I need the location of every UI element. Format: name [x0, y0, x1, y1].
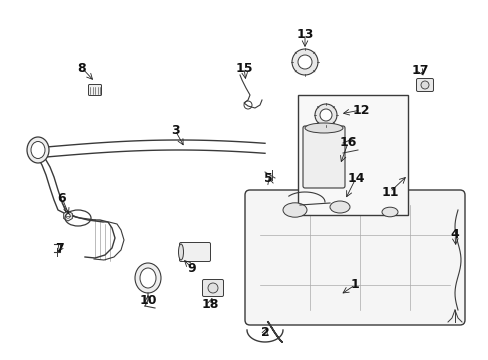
- Circle shape: [319, 109, 331, 121]
- Ellipse shape: [31, 141, 45, 158]
- Text: 10: 10: [139, 293, 157, 306]
- Circle shape: [420, 81, 428, 89]
- Circle shape: [207, 283, 218, 293]
- Text: 1: 1: [350, 279, 359, 292]
- Circle shape: [297, 55, 311, 69]
- Ellipse shape: [305, 123, 342, 133]
- Circle shape: [65, 214, 70, 218]
- Text: 13: 13: [296, 28, 313, 41]
- FancyBboxPatch shape: [303, 126, 345, 188]
- Ellipse shape: [178, 244, 183, 260]
- FancyBboxPatch shape: [88, 85, 102, 95]
- Circle shape: [291, 49, 317, 75]
- Text: 5: 5: [263, 171, 272, 184]
- Text: 7: 7: [56, 242, 64, 255]
- Text: 9: 9: [187, 261, 196, 274]
- Text: 18: 18: [201, 298, 218, 311]
- Text: 3: 3: [170, 123, 179, 136]
- FancyBboxPatch shape: [202, 279, 223, 297]
- Text: 14: 14: [346, 171, 364, 184]
- FancyBboxPatch shape: [244, 190, 464, 325]
- FancyBboxPatch shape: [179, 243, 210, 261]
- Text: 8: 8: [78, 62, 86, 75]
- Text: 11: 11: [381, 185, 398, 198]
- Text: 2: 2: [260, 327, 269, 339]
- Polygon shape: [63, 211, 72, 221]
- Text: 12: 12: [351, 104, 369, 117]
- Text: 4: 4: [450, 229, 458, 242]
- Ellipse shape: [381, 207, 397, 217]
- Text: 15: 15: [235, 62, 252, 75]
- Ellipse shape: [329, 201, 349, 213]
- Text: 16: 16: [339, 136, 356, 149]
- Circle shape: [314, 104, 336, 126]
- FancyBboxPatch shape: [416, 78, 433, 91]
- Ellipse shape: [140, 268, 156, 288]
- Text: 6: 6: [58, 192, 66, 204]
- Ellipse shape: [135, 263, 161, 293]
- Bar: [297, 95, 407, 215]
- Ellipse shape: [283, 203, 306, 217]
- Ellipse shape: [27, 137, 49, 163]
- Text: 17: 17: [410, 63, 428, 77]
